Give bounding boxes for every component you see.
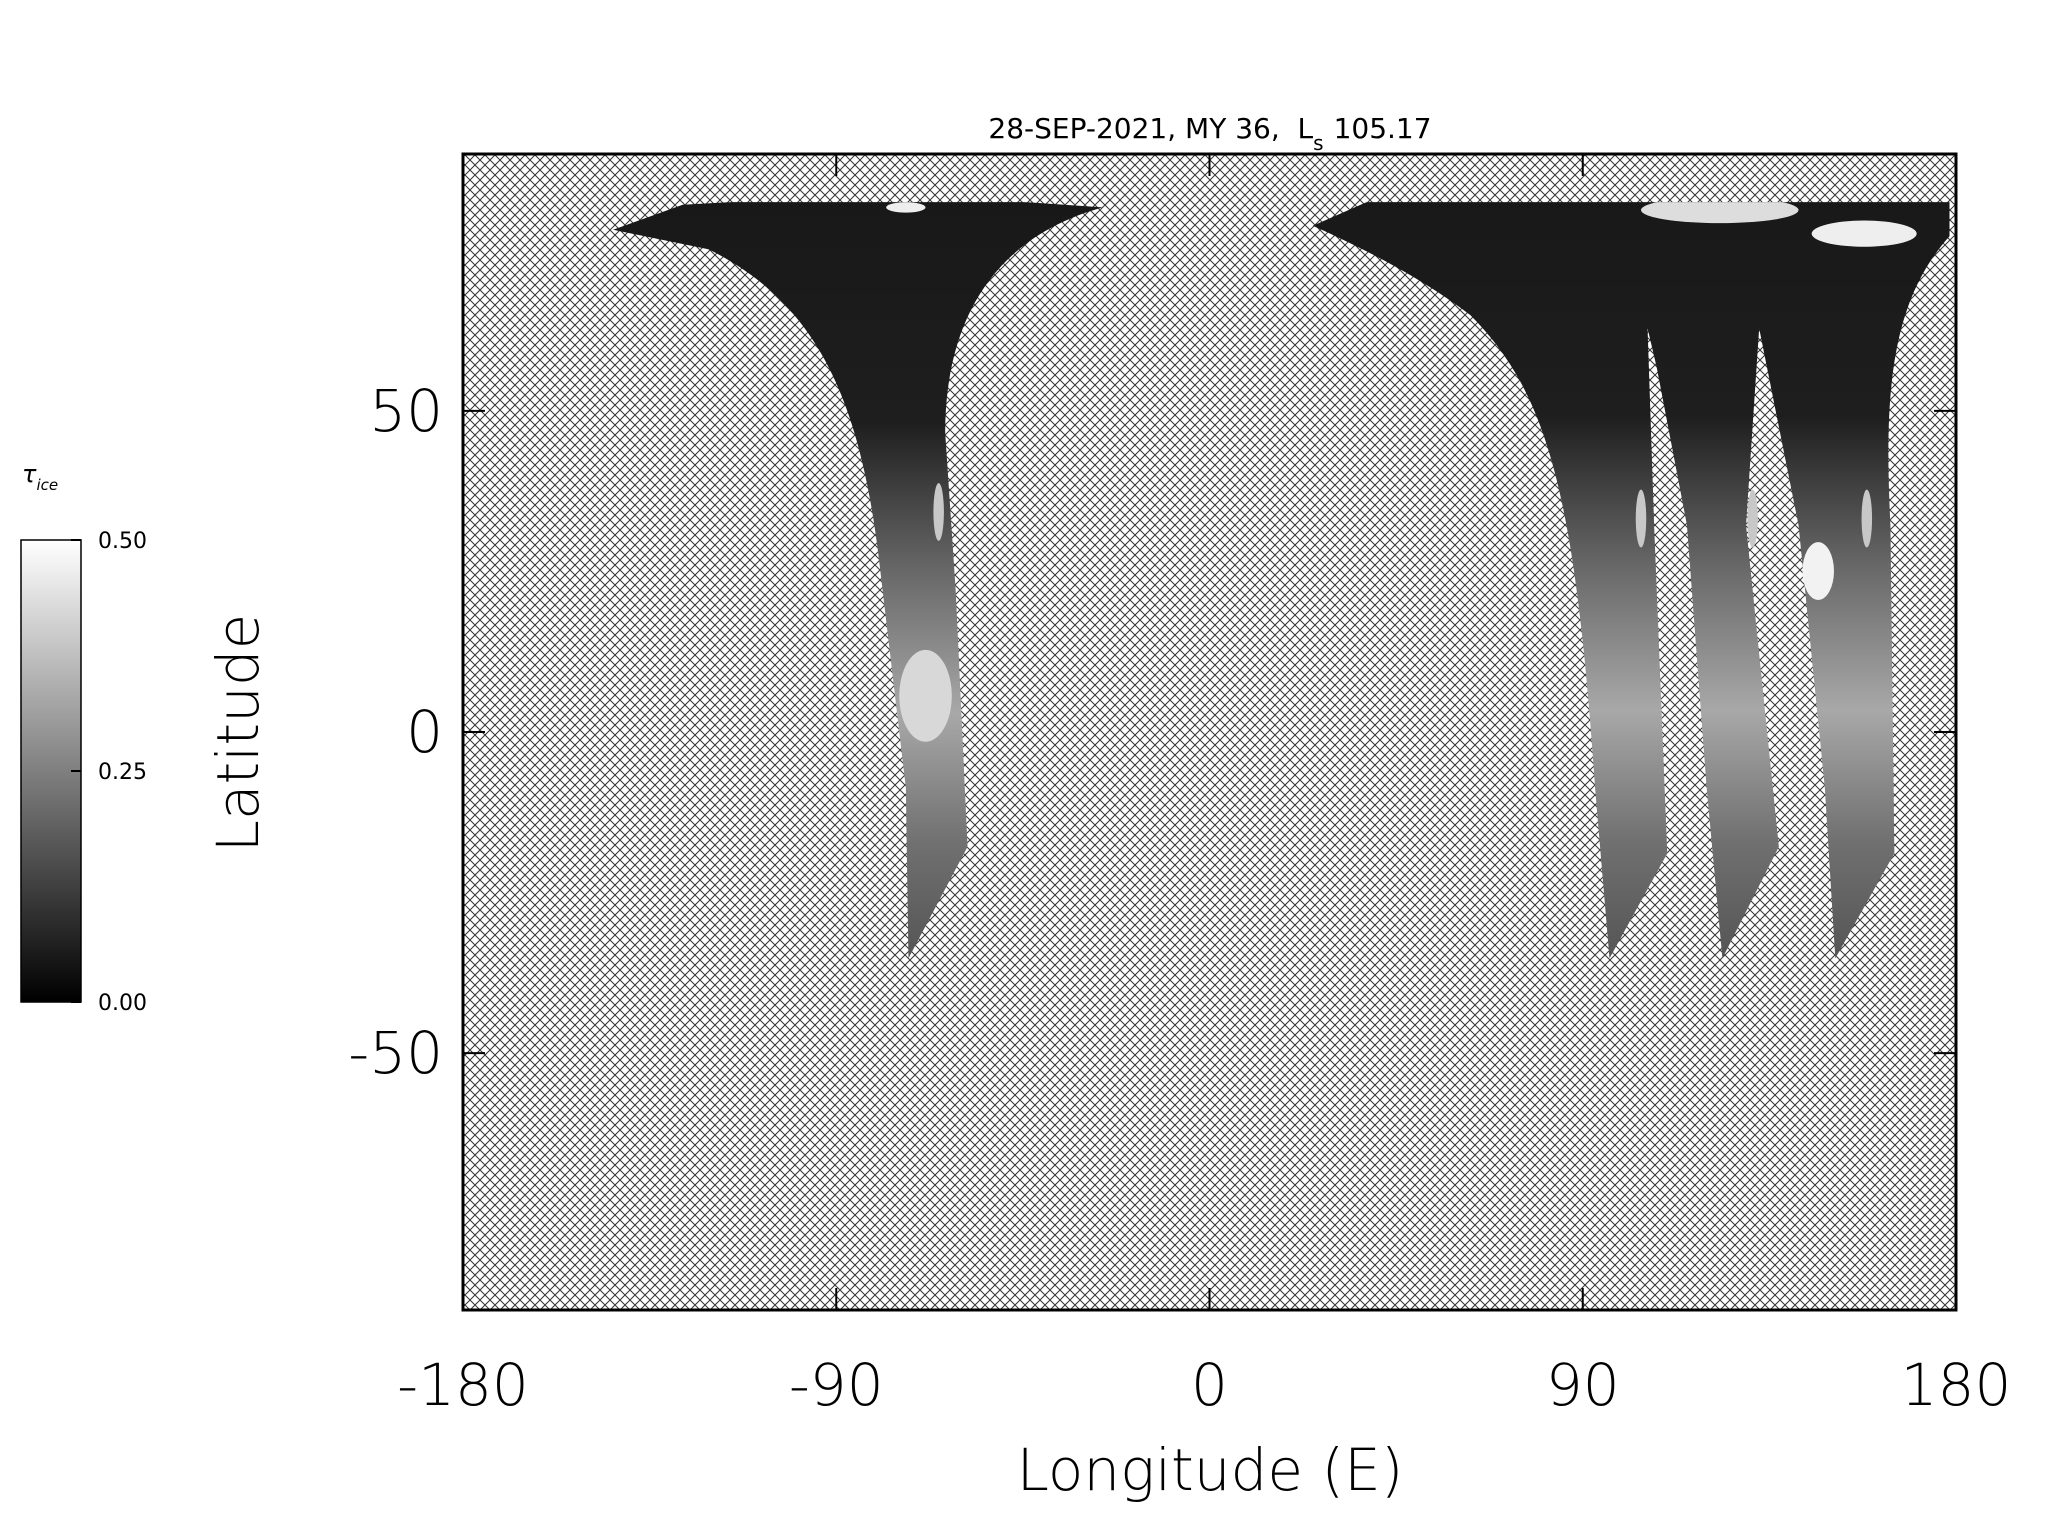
swath-highlight	[1811, 220, 1917, 247]
colorbar-symbol: τ	[22, 460, 37, 488]
x-tick-label: 90	[1546, 1351, 1620, 1419]
x-axis-label: Longitude (E)	[1017, 1436, 1404, 1504]
colorbar-tick-label: 0.25	[98, 760, 147, 785]
swath-highlight	[899, 649, 952, 742]
title-subscript: s	[1313, 131, 1323, 155]
colorbar-subscript: ice	[36, 476, 58, 494]
colorbar-tick-label: 0.00	[98, 991, 147, 1016]
swath	[1312, 202, 1950, 959]
x-tick-label: 180	[1901, 1351, 2012, 1419]
x-tick-label: -180	[397, 1351, 529, 1419]
swath-highlight	[886, 202, 926, 213]
swaths	[613, 202, 1950, 959]
y-tick-label: 0	[406, 698, 443, 766]
y-axis-label: Latitude	[204, 614, 272, 853]
swath-hole	[1861, 489, 1873, 548]
y-tick-label: 50	[369, 377, 443, 445]
colorbar-tick-label: 0.50	[98, 529, 147, 554]
title-text: 28-SEP-2021, MY 36, L	[988, 112, 1313, 145]
colorbar-label: τice	[22, 460, 58, 494]
swath-hole	[1747, 489, 1758, 548]
y-tick-label: -50	[348, 1019, 443, 1087]
x-tick-label: -90	[789, 1351, 884, 1419]
swath-hole	[1635, 489, 1647, 548]
x-tick-label: 0	[1191, 1351, 1228, 1419]
swath	[613, 202, 1103, 959]
swath-highlight	[1802, 542, 1834, 600]
swath-hole	[933, 483, 944, 541]
chart-title: 28-SEP-2021, MY 36, Ls 105.17	[988, 112, 1431, 155]
swath-highlight	[1641, 202, 1799, 224]
title-value: 105.17	[1334, 112, 1432, 145]
